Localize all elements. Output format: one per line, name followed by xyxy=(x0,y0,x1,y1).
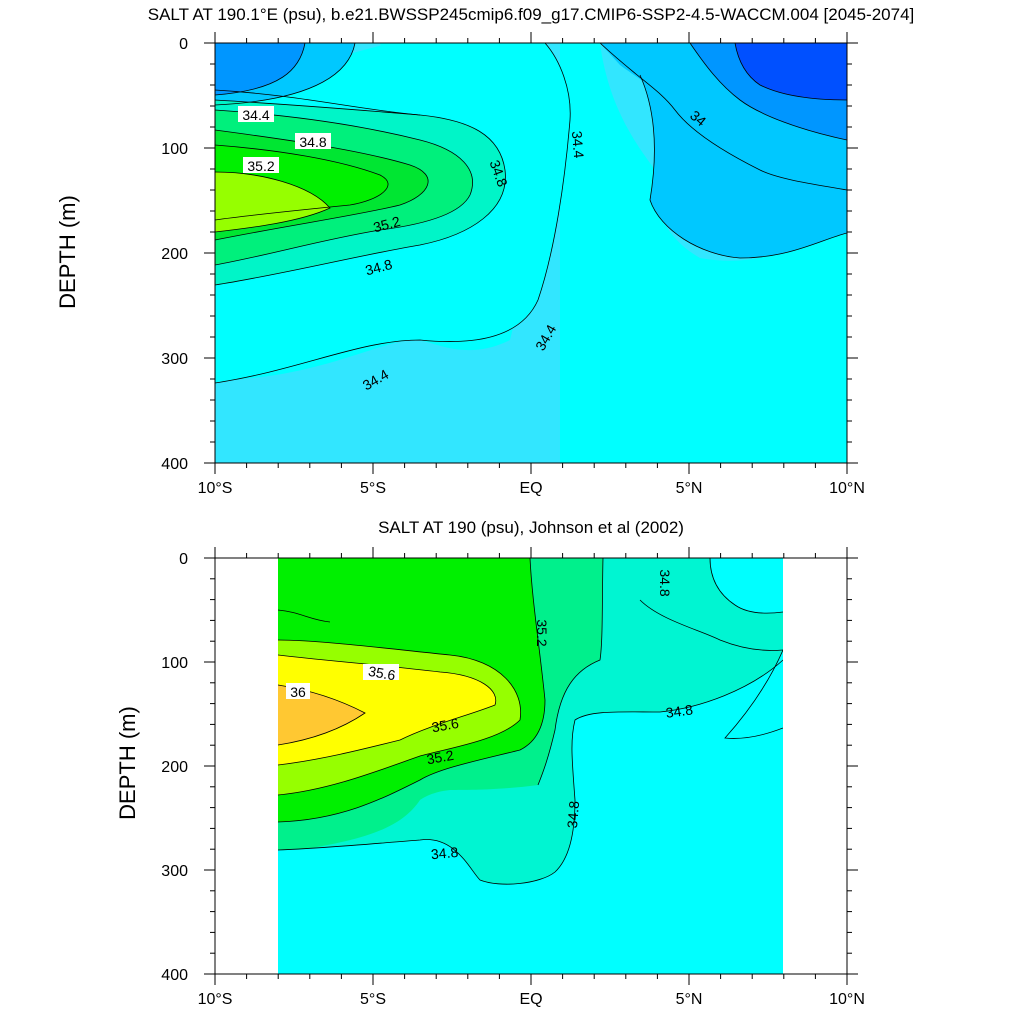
y-tick-label: 0 xyxy=(179,36,188,53)
bottom-contour-label: 34.8 xyxy=(657,569,673,596)
bottom-contour-labels: 34.8 35.2 35.6 36 35.6 35.2 34.8 34.8 34… xyxy=(290,569,694,862)
bottom-contour-label: 35.6 xyxy=(367,663,397,684)
top-title: SALT AT 190.1°E (psu), b.e21.BWSSP245cmi… xyxy=(148,5,915,24)
x-tick-label: 5°N xyxy=(676,991,703,1008)
top-contour-label: 35.2 xyxy=(371,213,402,236)
top-contour-lines xyxy=(215,43,847,384)
y-tick-label: 300 xyxy=(161,351,188,368)
y-tick-label: 100 xyxy=(161,141,188,158)
x-tick-label: 5°S xyxy=(360,991,386,1008)
x-tick-label: 10°S xyxy=(198,480,233,497)
y-tick-label: 400 xyxy=(161,967,188,984)
bottom-panel: SALT AT 190 (psu), Johnson et al (2002) … xyxy=(115,518,865,1008)
top-contour-fill xyxy=(215,43,847,463)
y-tick-label: 200 xyxy=(161,759,188,776)
bottom-contour-label: 34.8 xyxy=(430,844,459,862)
top-panel: SALT AT 190.1°E (psu), b.e21.BWSSP245cmi… xyxy=(55,5,914,497)
top-axes: 10°S 5°S EQ 5°N 10°N 0 100 200 300 400 xyxy=(161,32,865,497)
top-contour-label: 34.4 xyxy=(242,107,269,123)
x-tick-label: 10°S xyxy=(198,991,233,1008)
bottom-contour-label: 34.8 xyxy=(665,701,694,721)
bottom-contour-lines xyxy=(278,558,783,885)
y-tick-label: 400 xyxy=(161,456,188,473)
bottom-y-axis-label: DEPTH (m) xyxy=(115,706,140,820)
x-tick-label: 5°N xyxy=(676,480,703,497)
top-y-axis-label: DEPTH (m) xyxy=(55,195,80,309)
x-tick-label: 10°N xyxy=(829,991,865,1008)
x-tick-label: 10°N xyxy=(829,480,865,497)
bottom-contour-label: 36 xyxy=(290,684,306,700)
top-contour-label: 35.2 xyxy=(247,158,274,174)
bottom-contour-label: 35.6 xyxy=(430,715,460,736)
top-label-masks xyxy=(238,106,331,173)
x-tick-label: 5°S xyxy=(360,480,386,497)
top-contour-label: 34.8 xyxy=(363,256,394,279)
bottom-title: SALT AT 190 (psu), Johnson et al (2002) xyxy=(378,518,684,537)
bottom-contour-label: 34.8 xyxy=(564,800,582,829)
top-contour-label: 34.8 xyxy=(299,134,326,150)
x-tick-label: EQ xyxy=(519,480,542,497)
y-tick-label: 200 xyxy=(161,246,188,263)
bottom-contour-label: 35.2 xyxy=(425,747,455,768)
y-tick-label: 300 xyxy=(161,863,188,880)
x-tick-label: EQ xyxy=(519,991,542,1008)
y-tick-label: 100 xyxy=(161,655,188,672)
bottom-label-masks xyxy=(286,664,399,699)
bottom-contour-label: 35.2 xyxy=(534,619,550,646)
y-tick-label: 0 xyxy=(179,551,188,568)
bottom-axes: 10°S 5°S EQ 5°N 10°N 0 100 200 300 400 xyxy=(161,547,865,1008)
bottom-contour-fill xyxy=(278,558,783,974)
top-contour-label: 34.4 xyxy=(569,130,587,159)
